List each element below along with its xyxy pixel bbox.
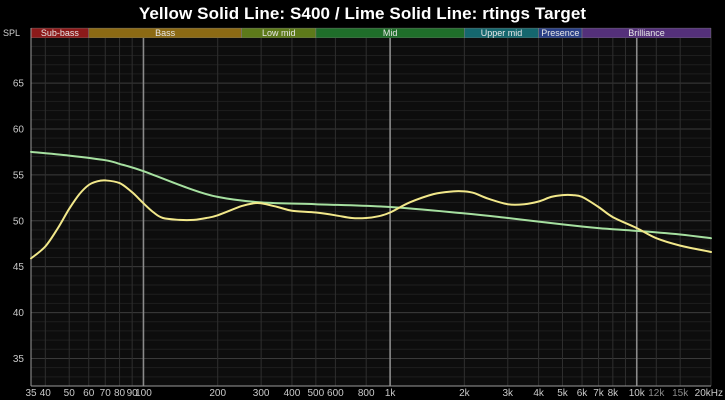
x-tick-label: 8k [608,388,620,399]
x-tick-label: 800 [358,388,375,399]
x-tick-label: 3k [503,388,515,399]
x-tick-label: 600 [327,388,344,399]
x-tick-label: 40 [40,388,52,399]
y-tick-label: 55 [13,170,25,181]
x-tick-label: 1k [385,388,397,399]
y-tick-label: 65 [13,79,25,90]
band-label: Upper mid [481,28,523,38]
x-tick-label: 60 [83,388,95,399]
series-line-rtings-target [30,150,712,240]
x-tick-label: 20kHz [695,388,723,399]
band-label: Brilliance [628,28,665,38]
y-tick-label: 40 [13,308,25,319]
x-tick-label: 15k [672,388,689,399]
x-tick-label: 12k [648,388,665,399]
y-tick-label: 50 [13,216,25,227]
x-tick-label: 500 [308,388,325,399]
x-tick-label: 10k [629,388,646,399]
x-tick-label: 2k [459,388,471,399]
x-tick-label: 80 [114,388,126,399]
band-label: Bass [155,28,176,38]
x-tick-label: 6k [577,388,589,399]
x-tick-label: 100 [135,388,152,399]
band-label: Sub-bass [41,28,80,38]
y-tick-label: 35 [13,354,25,365]
frequency-bands: Sub-bass Bass Low mid Mid Upper mid Presence B… [31,28,711,38]
band-label: Low mid [262,28,296,38]
x-tick-label: 300 [253,388,270,399]
x-tick-label: 200 [209,388,226,399]
y-tick-label: 60 [13,124,25,135]
band-brilliance [581,28,711,38]
chart-title: Yellow Solid Line: S400 / Lime Solid Lin… [138,4,587,23]
y-tick-label: 45 [13,262,25,273]
x-tick-label: 400 [284,388,301,399]
x-tick-label: 90 [127,388,139,399]
x-tick-label: 4k [533,388,545,399]
series-line-s400 [30,179,712,260]
x-tick-label: 70 [100,388,112,399]
band-label: Presence [541,28,579,38]
y-axis-label: SPL [3,28,20,38]
x-tick-label: 5k [557,388,569,399]
band-label: Mid [383,28,398,38]
x-tick-label: 35 [25,388,37,399]
x-tick-label: 50 [64,388,76,399]
x-tick-label: 7k [593,388,605,399]
